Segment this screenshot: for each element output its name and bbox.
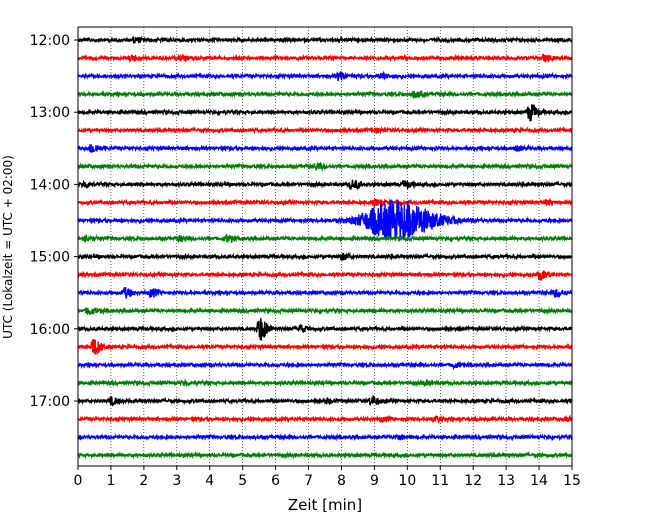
y-tick-label: 14:00 [30,177,70,193]
seismic-trace [77,199,573,241]
x-tick-label: 6 [271,473,280,489]
y-axis-label: UTC (Lokalzeit = UTC + 02:00) [1,155,15,339]
x-tick-label: 1 [106,473,115,489]
x-tick-label: 13 [497,473,515,489]
seismic-trace [77,179,573,191]
x-axis-ticks: 0 1 2 3 4 5 6 7 8 9 10 11 12 13 14 15 [74,466,581,489]
x-tick-label: 10 [398,473,416,489]
seismic-trace [77,90,573,99]
seismic-trace [77,395,573,407]
seismic-trace [77,270,573,281]
x-tick-label: 14 [530,473,548,489]
y-axis-ticks: 12:00 13:00 14:00 15:00 16:00 17:00 [30,33,78,410]
seismic-trace [77,125,573,135]
seismic-trace [77,450,573,460]
seismic-trace [77,70,573,82]
plot-frame [77,26,573,467]
y-tick-label: 17:00 [30,394,70,410]
seismic-traces [77,35,573,460]
seismic-trace [77,306,573,316]
seismic-trace [77,53,573,64]
seismic-trace [77,287,573,299]
seismic-trace [77,143,573,154]
seismic-trace [77,161,573,172]
y-tick-label: 12:00 [30,33,70,49]
seismic-trace [77,378,573,388]
seismic-trace [77,413,573,424]
x-tick-label: 11 [431,473,449,489]
x-tick-label: 2 [139,473,148,489]
seismic-trace [77,251,573,261]
x-tick-label: 5 [238,473,247,489]
seismic-trace [77,338,573,356]
x-tick-label: 9 [370,473,379,489]
y-tick-label: 13:00 [30,105,70,121]
seismic-trace [77,197,573,208]
x-axis-label: Zeit [min] [288,496,362,514]
x-tick-label: 15 [563,473,581,489]
x-tick-label: 0 [74,473,83,489]
seismic-trace [77,103,573,122]
y-tick-label: 15:00 [30,250,70,266]
x-tick-label: 8 [337,473,346,489]
x-tick-label: 4 [205,473,214,489]
seismic-trace [77,318,573,341]
seismic-trace [77,233,573,244]
x-tick-label: 12 [464,473,482,489]
seismic-trace [77,35,573,45]
y-tick-label: 16:00 [30,322,70,338]
seismic-trace [77,360,573,371]
x-tick-label: 7 [304,473,313,489]
seismic-trace [77,432,573,442]
x-tick-label: 3 [172,473,181,489]
grid-lines [110,27,540,466]
